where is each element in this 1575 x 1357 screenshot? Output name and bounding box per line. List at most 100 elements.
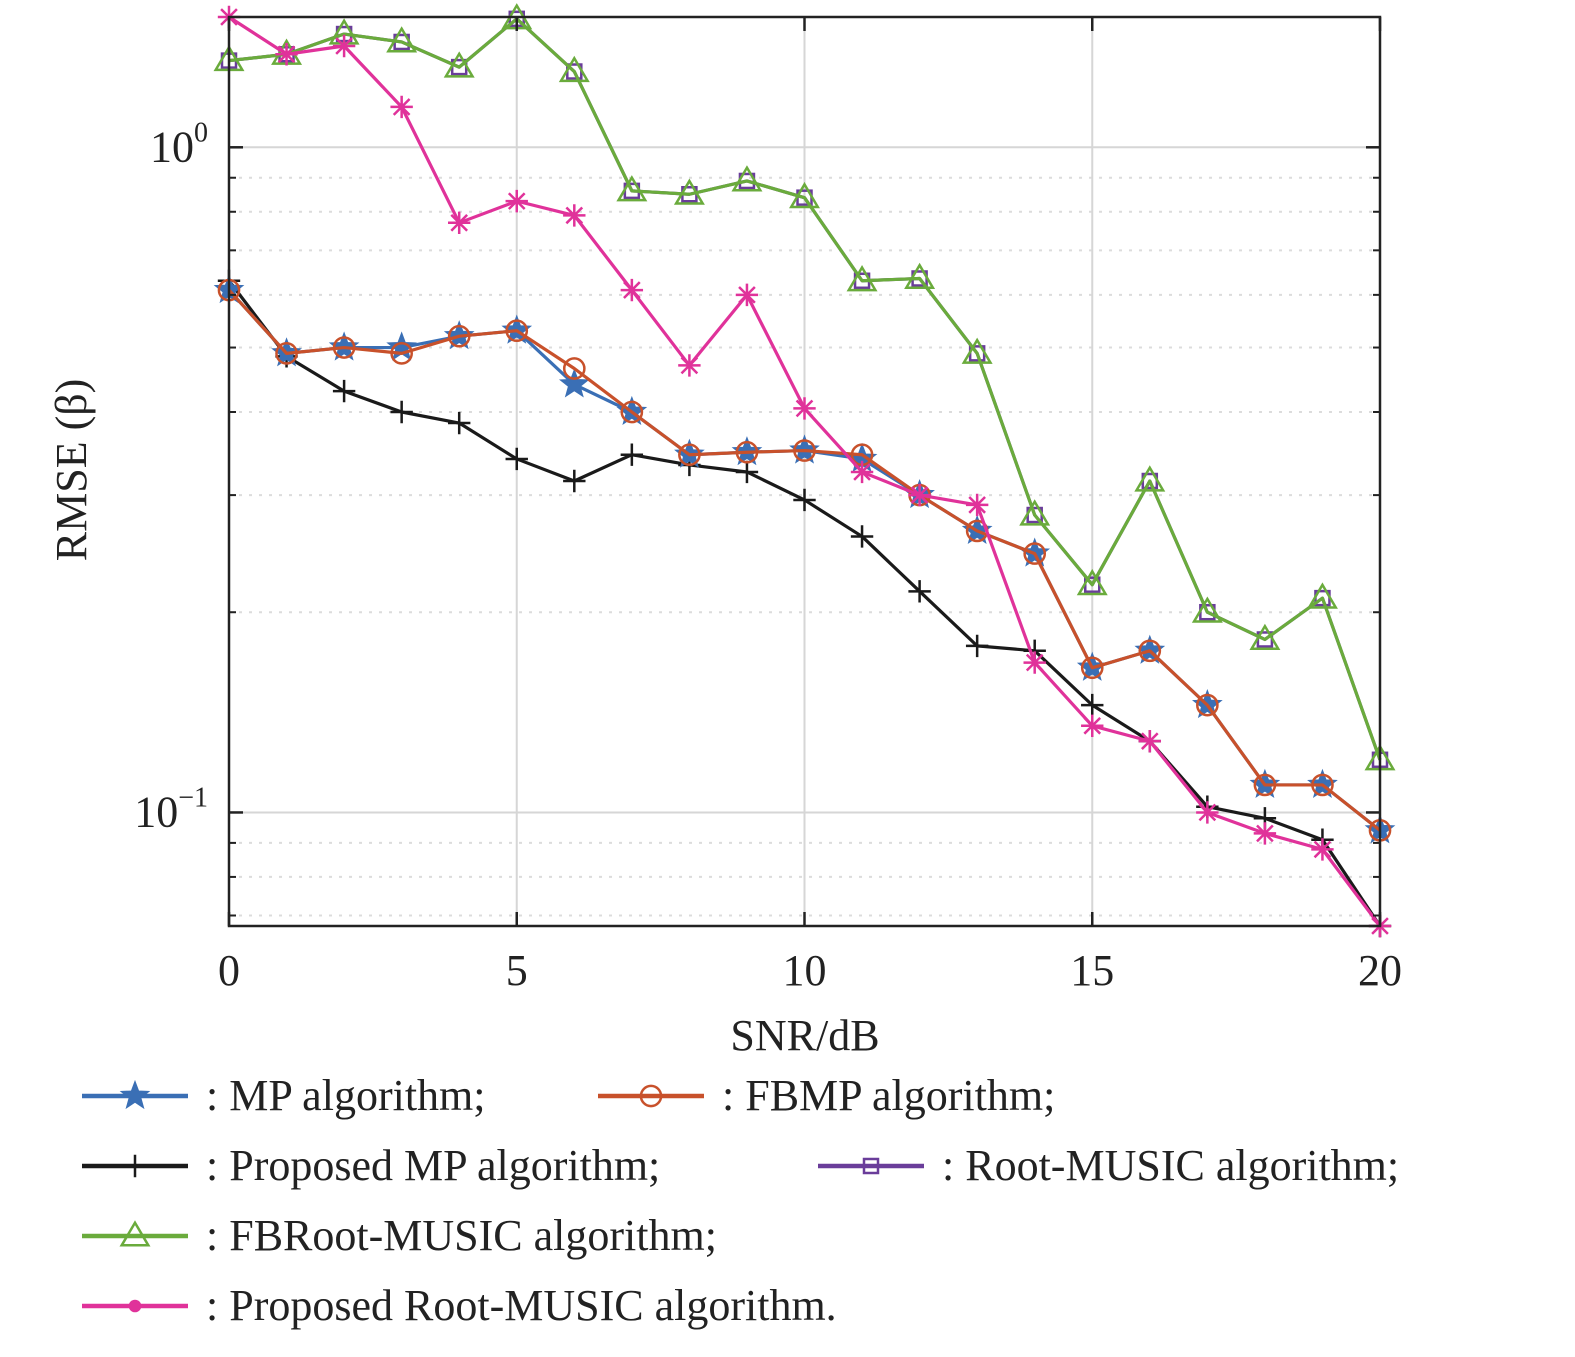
plus-marker — [123, 1154, 147, 1178]
plus-marker — [332, 379, 356, 403]
plus-marker — [1081, 693, 1104, 717]
tick-labels: 0 5 10 15 20 100 10−1 — [134, 117, 1402, 995]
circle-marker — [1253, 773, 1277, 797]
series-asterisk — [217, 5, 1392, 938]
triangle-marker — [119, 1220, 151, 1247]
circle-marker — [735, 440, 759, 464]
square-marker — [862, 1157, 880, 1175]
legend-label: : Root-MUSIC algorithm; — [942, 1141, 1399, 1190]
y-tick-label: 100 — [150, 117, 208, 171]
plus-marker — [390, 400, 413, 424]
series-line — [227, 289, 1381, 832]
asterisk-marker — [678, 354, 701, 377]
y-axis-label: RMSE (β) — [47, 379, 96, 562]
triangle-marker — [904, 262, 936, 290]
triangle-marker — [846, 265, 878, 292]
triangle-marker — [1019, 499, 1051, 526]
plus-marker — [448, 411, 471, 435]
plus-marker — [850, 525, 874, 548]
legend-entry: : MP algorithm; — [82, 1071, 486, 1120]
x-tick-label: 20 — [1358, 946, 1402, 995]
plus-marker — [620, 443, 644, 466]
circle-marker — [332, 336, 356, 359]
asterisk-marker — [448, 211, 471, 235]
legend-entry: : FBMP algorithm; — [598, 1071, 1055, 1120]
plus-marker — [793, 488, 816, 512]
legend-label: : FBRoot-MUSIC algorithm; — [206, 1211, 717, 1260]
x-tick-label: 5 — [506, 946, 528, 995]
plus-marker — [965, 634, 989, 658]
asterisk-marker — [390, 95, 413, 119]
asterisk-marker — [1138, 729, 1161, 753]
triangle-marker — [731, 165, 763, 192]
asterisk-marker — [793, 397, 816, 420]
axes-frame — [227, 15, 1382, 928]
plus-marker — [735, 460, 759, 484]
circle-marker — [275, 342, 298, 365]
legend-entry: : Root-MUSIC algorithm; — [818, 1141, 1399, 1190]
circle-marker — [562, 357, 586, 380]
circle-marker — [1080, 656, 1104, 680]
y-tick-label: 10−1 — [134, 782, 208, 836]
legend-label: : Proposed MP algorithm; — [206, 1141, 660, 1190]
plus-marker — [908, 580, 931, 603]
circle-marker — [620, 400, 644, 424]
circle-marker — [793, 439, 816, 462]
asterisk-marker — [332, 34, 356, 58]
triangle-marker — [558, 55, 590, 83]
triangle-marker — [673, 178, 705, 205]
asterisk-marker — [1081, 714, 1104, 737]
triangle-marker — [443, 51, 475, 78]
series-line — [228, 17, 1382, 761]
legend-label: : Proposed Root-MUSIC algorithm. — [206, 1281, 837, 1330]
asterisk-marker — [965, 493, 989, 517]
dot-marker — [128, 1299, 142, 1313]
asterisk-marker — [620, 278, 644, 302]
star-marker — [558, 368, 590, 398]
asterisk-marker — [850, 460, 874, 484]
triangle-marker — [1191, 596, 1223, 623]
legend: : MP algorithm; : FBMP algorithm; : Propos… — [82, 1071, 1399, 1330]
triangle-marker — [616, 175, 648, 202]
plot-lines — [213, 3, 1396, 938]
x-tick-label: 10 — [783, 946, 827, 995]
triangle-marker — [1076, 568, 1108, 596]
asterisk-marker — [1196, 801, 1219, 824]
legend-label: : FBMP algorithm; — [722, 1071, 1055, 1120]
plus-marker — [563, 469, 586, 493]
triangle-marker — [1249, 623, 1281, 651]
legend-entry: : Proposed Root-MUSIC algorithm. — [82, 1281, 837, 1330]
star-marker — [119, 1079, 151, 1110]
triangle-marker — [386, 26, 418, 53]
circle-marker — [505, 319, 529, 343]
plus-marker — [505, 447, 528, 471]
circle-marker — [639, 1084, 663, 1108]
x-tick-label: 15 — [1070, 946, 1114, 995]
legend-entry: : FBRoot-MUSIC algorithm; — [82, 1211, 717, 1260]
circle-marker — [447, 324, 471, 348]
x-tick-label: 0 — [218, 946, 240, 995]
circle-marker — [1138, 639, 1162, 663]
asterisk-marker — [1253, 822, 1277, 845]
triangle-marker — [961, 337, 993, 364]
asterisk-marker — [505, 189, 528, 213]
circle-marker — [1196, 693, 1219, 717]
legend-entry: : Proposed MP algorithm; — [82, 1141, 660, 1190]
legend-label: : MP algorithm; — [206, 1071, 486, 1120]
asterisk-marker — [1311, 838, 1334, 861]
asterisk-marker — [563, 204, 586, 227]
triangle-marker — [789, 181, 820, 209]
x-axis-label: SNR/dB — [730, 1011, 879, 1060]
circle-marker — [1023, 542, 1047, 565]
asterisk-marker — [275, 43, 298, 66]
series-circle — [217, 278, 1392, 842]
circle-marker — [390, 342, 413, 365]
asterisk-marker — [1023, 651, 1046, 674]
asterisk-marker — [735, 283, 759, 307]
circle-marker — [1311, 773, 1334, 797]
asterisk-marker — [908, 483, 931, 507]
circle-marker — [678, 443, 701, 467]
triangle-marker — [1306, 582, 1338, 609]
